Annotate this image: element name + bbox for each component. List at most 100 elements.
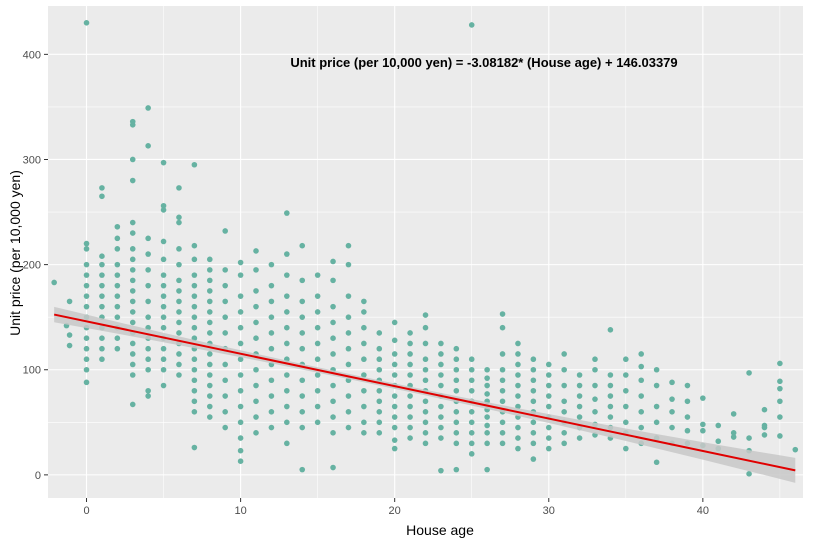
data-point	[438, 351, 444, 357]
data-point	[176, 288, 182, 294]
data-point	[191, 293, 198, 299]
data-point	[330, 303, 336, 310]
data-point	[160, 272, 167, 278]
data-point	[191, 303, 198, 310]
data-point	[484, 440, 490, 447]
fit-line	[53, 313, 796, 472]
data-point	[237, 259, 244, 266]
data-point	[99, 345, 105, 352]
data-point	[684, 398, 691, 405]
data-point	[376, 419, 383, 426]
data-point	[206, 372, 213, 378]
data-point	[83, 356, 90, 363]
data-point	[530, 440, 537, 447]
data-point	[407, 361, 413, 368]
data-point	[607, 326, 614, 333]
data-point	[160, 238, 167, 245]
data-point	[160, 382, 167, 389]
data-point	[160, 345, 167, 352]
data-point	[515, 340, 521, 347]
data-point	[206, 330, 213, 336]
data-point	[499, 311, 506, 317]
data-point	[237, 458, 244, 465]
plot-panel	[48, 6, 803, 498]
data-point	[361, 372, 367, 378]
data-point	[284, 251, 290, 257]
data-point	[314, 356, 321, 363]
grid-lines	[48, 6, 803, 498]
data-point	[607, 393, 614, 399]
data-point	[83, 345, 90, 352]
data-point	[83, 261, 90, 268]
data-point	[576, 435, 583, 441]
data-point	[191, 387, 198, 394]
data-point	[268, 314, 275, 320]
data-point	[145, 298, 151, 305]
data-point	[330, 335, 336, 342]
data-point	[237, 324, 244, 331]
data-point	[145, 366, 151, 373]
data-point	[530, 398, 537, 405]
data-point	[407, 414, 413, 420]
data-point	[453, 387, 460, 394]
data-point	[222, 282, 228, 289]
data-point	[638, 393, 645, 399]
data-point	[129, 121, 136, 128]
data-point	[99, 261, 105, 268]
data-point	[114, 223, 121, 230]
data-point	[191, 408, 198, 415]
data-point	[545, 424, 552, 431]
data-point	[314, 419, 321, 426]
data-point	[99, 335, 105, 342]
confidence-band	[54, 306, 796, 483]
data-point	[160, 282, 167, 289]
data-point	[484, 375, 490, 381]
data-point	[561, 398, 567, 405]
data-point	[484, 391, 490, 397]
data-point	[545, 435, 552, 441]
data-point	[314, 340, 321, 347]
data-point	[176, 277, 182, 284]
data-point	[638, 408, 645, 415]
data-point	[83, 282, 90, 289]
data-point	[607, 382, 614, 389]
data-point	[176, 309, 182, 315]
data-point	[330, 430, 336, 436]
data-point	[253, 366, 259, 373]
data-point	[114, 314, 121, 320]
data-point	[391, 372, 398, 378]
data-point	[222, 228, 228, 234]
data-point	[176, 361, 182, 368]
data-point	[638, 363, 645, 370]
data-point	[114, 303, 121, 310]
data-point	[237, 419, 244, 426]
data-point	[361, 309, 367, 315]
data-point	[623, 356, 629, 363]
data-point	[99, 185, 105, 191]
data-point	[114, 282, 121, 289]
data-point	[268, 377, 275, 384]
data-point	[176, 246, 182, 252]
data-point	[422, 408, 429, 415]
data-point	[206, 393, 213, 399]
data-point	[361, 419, 367, 426]
data-point	[700, 421, 706, 428]
data-point	[453, 430, 460, 436]
data-point	[391, 445, 398, 452]
data-point	[176, 185, 182, 191]
data-point	[268, 330, 275, 336]
data-point	[592, 408, 598, 415]
data-point	[576, 403, 583, 410]
data-point	[607, 372, 614, 378]
data-point	[222, 298, 228, 305]
data-point	[345, 424, 352, 431]
data-point	[253, 398, 259, 405]
data-point	[284, 419, 290, 426]
data-point	[391, 437, 398, 443]
data-point	[592, 382, 598, 389]
data-point	[268, 261, 275, 268]
data-point	[253, 414, 259, 420]
data-point	[206, 361, 213, 368]
data-point	[237, 340, 244, 347]
data-point	[253, 335, 259, 342]
